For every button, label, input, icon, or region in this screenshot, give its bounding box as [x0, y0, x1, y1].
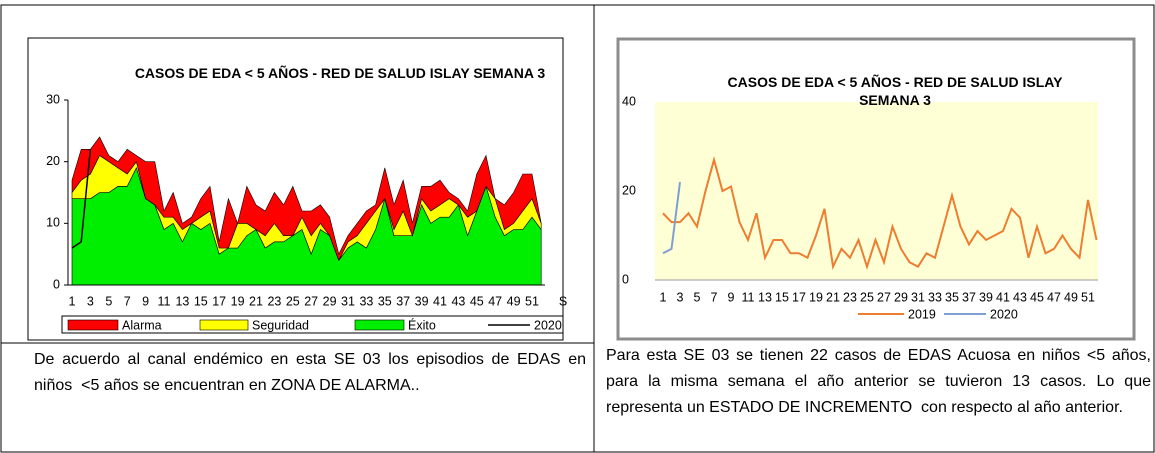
y-tick-label: 10 [46, 216, 60, 230]
x-tick-label: 41 [433, 294, 447, 308]
x-tick-label: 17 [212, 294, 226, 308]
x-tick-label: 51 [1081, 290, 1095, 304]
x-tick-label: 7 [711, 290, 718, 304]
x-tick-label: 49 [507, 294, 521, 308]
y-tick-label: 0 [53, 277, 60, 291]
legend-swatch [199, 319, 249, 331]
x-tick-label: 25 [860, 290, 874, 304]
x-tick-label: 35 [945, 290, 959, 304]
x-axis-label: S [559, 294, 567, 308]
caption: Para esta SE 03 se tienen 22 casos de ED… [606, 347, 1151, 416]
y-tick-label: 40 [622, 94, 636, 108]
x-tick-label: 3 [677, 290, 684, 304]
plot-background [655, 102, 1098, 280]
line [662, 181, 681, 255]
legend-label: Seguridad [252, 318, 309, 332]
legend-label: 2019 [908, 307, 936, 321]
x-tick-label: 37 [396, 294, 410, 308]
x-tick-label: 21 [249, 294, 263, 308]
x-tick-label: 51 [525, 294, 539, 308]
y-tick-label: 0 [622, 272, 629, 286]
x-tick-label: 27 [877, 290, 891, 304]
x-tick-label: 27 [304, 294, 318, 308]
x-tick-label: 9 [728, 290, 735, 304]
area [71, 136, 542, 262]
line [71, 149, 92, 249]
x-tick-label: 39 [415, 294, 429, 308]
x-tick-label: 11 [158, 294, 171, 308]
x-tick-label: 1 [69, 294, 76, 308]
x-tick-label: 31 [341, 294, 355, 308]
x-tick-label: 45 [1030, 290, 1044, 304]
legend-swatch [354, 319, 405, 331]
y-tick-label: 20 [622, 183, 636, 197]
x-tick-label: 41 [996, 290, 1010, 304]
x-tick-label: 29 [894, 290, 908, 304]
x-tick-label: 19 [809, 290, 823, 304]
x-tick-label: 23 [843, 290, 857, 304]
x-tick-label: 29 [323, 294, 337, 308]
chart-title: CASOS DE EDA < 5 AÑOS - RED DE SALUD ISL… [727, 74, 1063, 108]
x-tick-label: 15 [194, 294, 208, 308]
x-tick-label: 33 [359, 294, 373, 308]
x-tick-label: 39 [979, 290, 993, 304]
x-tick-label: 3 [87, 294, 94, 308]
x-tick-label: 25 [286, 294, 300, 308]
x-tick-label: 33 [928, 290, 942, 304]
legend-swatch [67, 319, 119, 331]
x-tick-label: 47 [1047, 290, 1061, 304]
y-tick-label: 30 [46, 92, 60, 106]
line [662, 156, 1098, 271]
x-tick-label: 15 [775, 290, 789, 304]
x-tick-label: 5 [105, 294, 112, 308]
legend-label: Éxito [408, 317, 436, 332]
legend-label: 2020 [534, 318, 562, 332]
x-tick-label: 31 [911, 290, 925, 304]
x-tick-label: 1 [660, 290, 667, 304]
x-tick-label: 9 [142, 294, 149, 308]
x-tick-label: 7 [124, 294, 131, 308]
x-tick-label: 43 [451, 294, 465, 308]
y-tick-label: 20 [46, 154, 60, 168]
x-tick-label: 37 [962, 290, 976, 304]
x-tick-label: 17 [792, 290, 806, 304]
legend-label: 2020 [990, 307, 1018, 321]
x-tick-label: 21 [826, 290, 840, 304]
caption: De acuerdo al canal endémico en esta SE … [34, 351, 591, 394]
x-tick-label: 13 [175, 294, 189, 308]
x-tick-label: 35 [378, 294, 392, 308]
x-tick-label: 43 [1013, 290, 1027, 304]
x-tick-label: 13 [758, 290, 772, 304]
x-tick-label: 11 [742, 290, 755, 304]
x-tick-label: 23 [267, 294, 281, 308]
legend-box [61, 315, 564, 334]
x-tick-label: 5 [694, 290, 701, 304]
table-border [0, 4, 1155, 453]
x-tick-label: 19 [231, 294, 245, 308]
x-tick-label: 49 [1064, 290, 1078, 304]
legend-label: Alarma [122, 318, 162, 332]
chart-title: CASOS DE EDA < 5 AÑOS - RED DE SALUD ISL… [134, 65, 546, 81]
x-tick-label: 45 [470, 294, 484, 308]
x-tick-label: 47 [488, 294, 502, 308]
